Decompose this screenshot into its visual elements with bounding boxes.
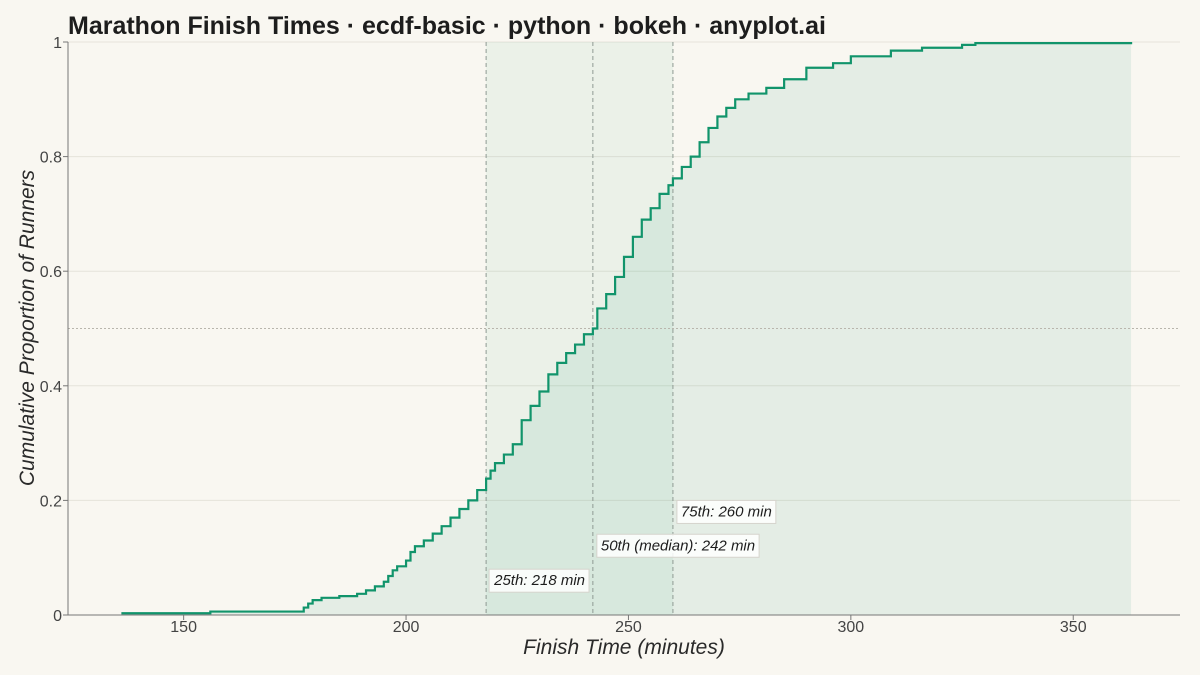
x-axis-label: Finish Time (minutes) — [523, 636, 725, 659]
y-tick-label: 0.6 — [40, 264, 62, 281]
x-tick-label: 250 — [615, 619, 642, 636]
ecdf-line — [121, 42, 1133, 615]
percentile-annotations: 25th: 218 min 50th (median): 242 min 75th:… — [488, 499, 777, 593]
x-tick-label: 300 — [837, 619, 864, 636]
y-axis-label: Cumulative Proportion of Runners — [16, 169, 39, 486]
annotation-label: 50th (median): 242 min — [601, 537, 755, 554]
x-tick-label: 200 — [393, 619, 420, 636]
x-tick-label: 150 — [170, 619, 197, 636]
axes: 150 200 250 300 350 0 0.2 0.4 0.6 0.8 1 — [40, 35, 1180, 636]
y-tick-label: 0.8 — [40, 150, 62, 167]
annotation-box — [596, 533, 760, 558]
chart-title: Marathon Finish Times · ecdf-basic · pyt… — [68, 12, 826, 40]
x-tick-label: 350 — [1060, 619, 1087, 636]
annotation-label: 25th: 218 min — [493, 572, 585, 589]
annotation-label: 75th: 260 min — [681, 503, 772, 520]
annotation-box — [488, 568, 590, 593]
ecdf-line-layer — [121, 42, 1133, 615]
y-tick-label: 0.2 — [40, 493, 62, 510]
y-tick-label: 0 — [53, 608, 62, 625]
annotation-box — [676, 499, 777, 524]
reference-lines — [68, 42, 1180, 615]
percentile-annotation: 25th: 218 min — [488, 568, 590, 593]
y-tick-label: 0.4 — [40, 379, 62, 396]
ecdf-fill-layer — [121, 42, 1132, 615]
percentile-annotation: 75th: 260 min — [676, 499, 777, 524]
percentile-annotation: 50th (median): 242 min — [596, 533, 760, 558]
ecdf-area — [121, 42, 1132, 615]
y-tick-label: 1 — [53, 35, 62, 52]
